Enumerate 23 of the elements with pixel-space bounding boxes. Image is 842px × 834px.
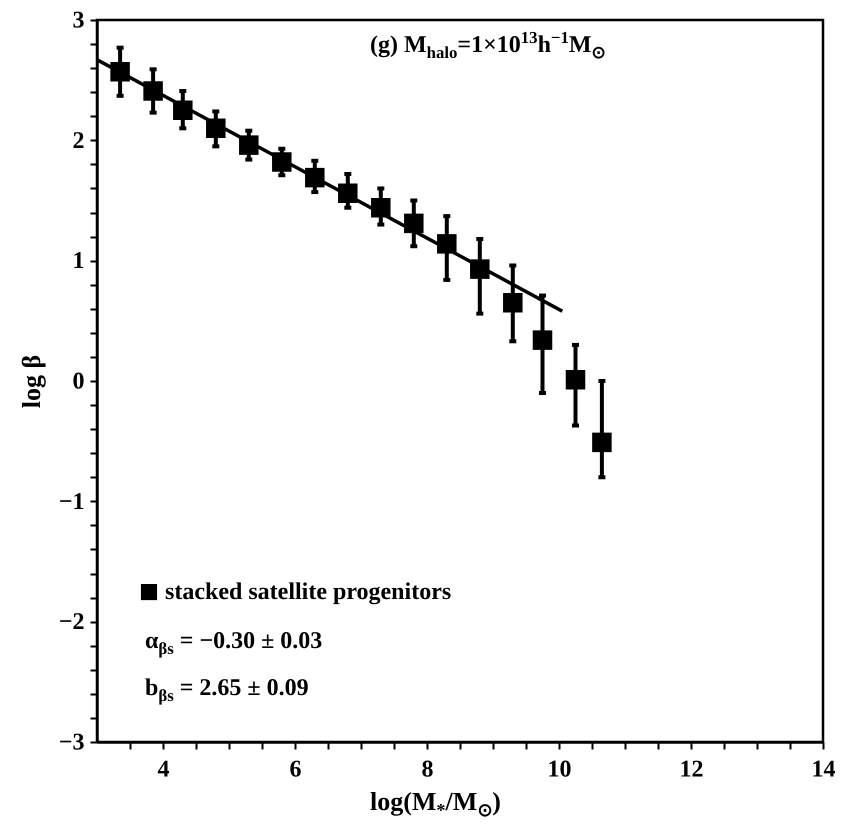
y-tick-label: 1: [72, 248, 84, 274]
annotation: (g) M$_{halo}$=1×10$^{13}$h$^{−1}$M$_{⊙}$: [370, 28, 606, 63]
point: [566, 370, 586, 390]
x-tick-label: 8: [422, 756, 434, 782]
x-tick-label: 14: [812, 756, 836, 782]
point: [532, 330, 552, 350]
annotation: α$_{βs}$ = −0.30 ± 0.03: [145, 628, 322, 659]
y-tick-label: −2: [58, 609, 84, 636]
x-tick-label: 6: [290, 756, 302, 782]
annotation: b$_{βs}$ = 2.65 ± 0.09: [145, 675, 309, 706]
y-tick-label: −3: [58, 730, 84, 756]
y-axis-title: log β: [16, 354, 46, 408]
point: [503, 293, 523, 313]
x-tick-label: 4: [158, 756, 170, 782]
x-tick-label: 12: [680, 756, 704, 782]
x-tick-label: 10: [548, 756, 572, 782]
y-tick-label: −1: [58, 488, 84, 515]
y-tick-label: 3: [72, 8, 84, 34]
y-tick-label: 0: [72, 368, 84, 394]
x-axis-title: log(M$_{*}$/M$_{⊙}$): [370, 787, 501, 822]
point: [592, 432, 612, 452]
legend-label: stacked satellite progenitors: [165, 579, 452, 605]
y-tick-label: 2: [72, 128, 84, 154]
